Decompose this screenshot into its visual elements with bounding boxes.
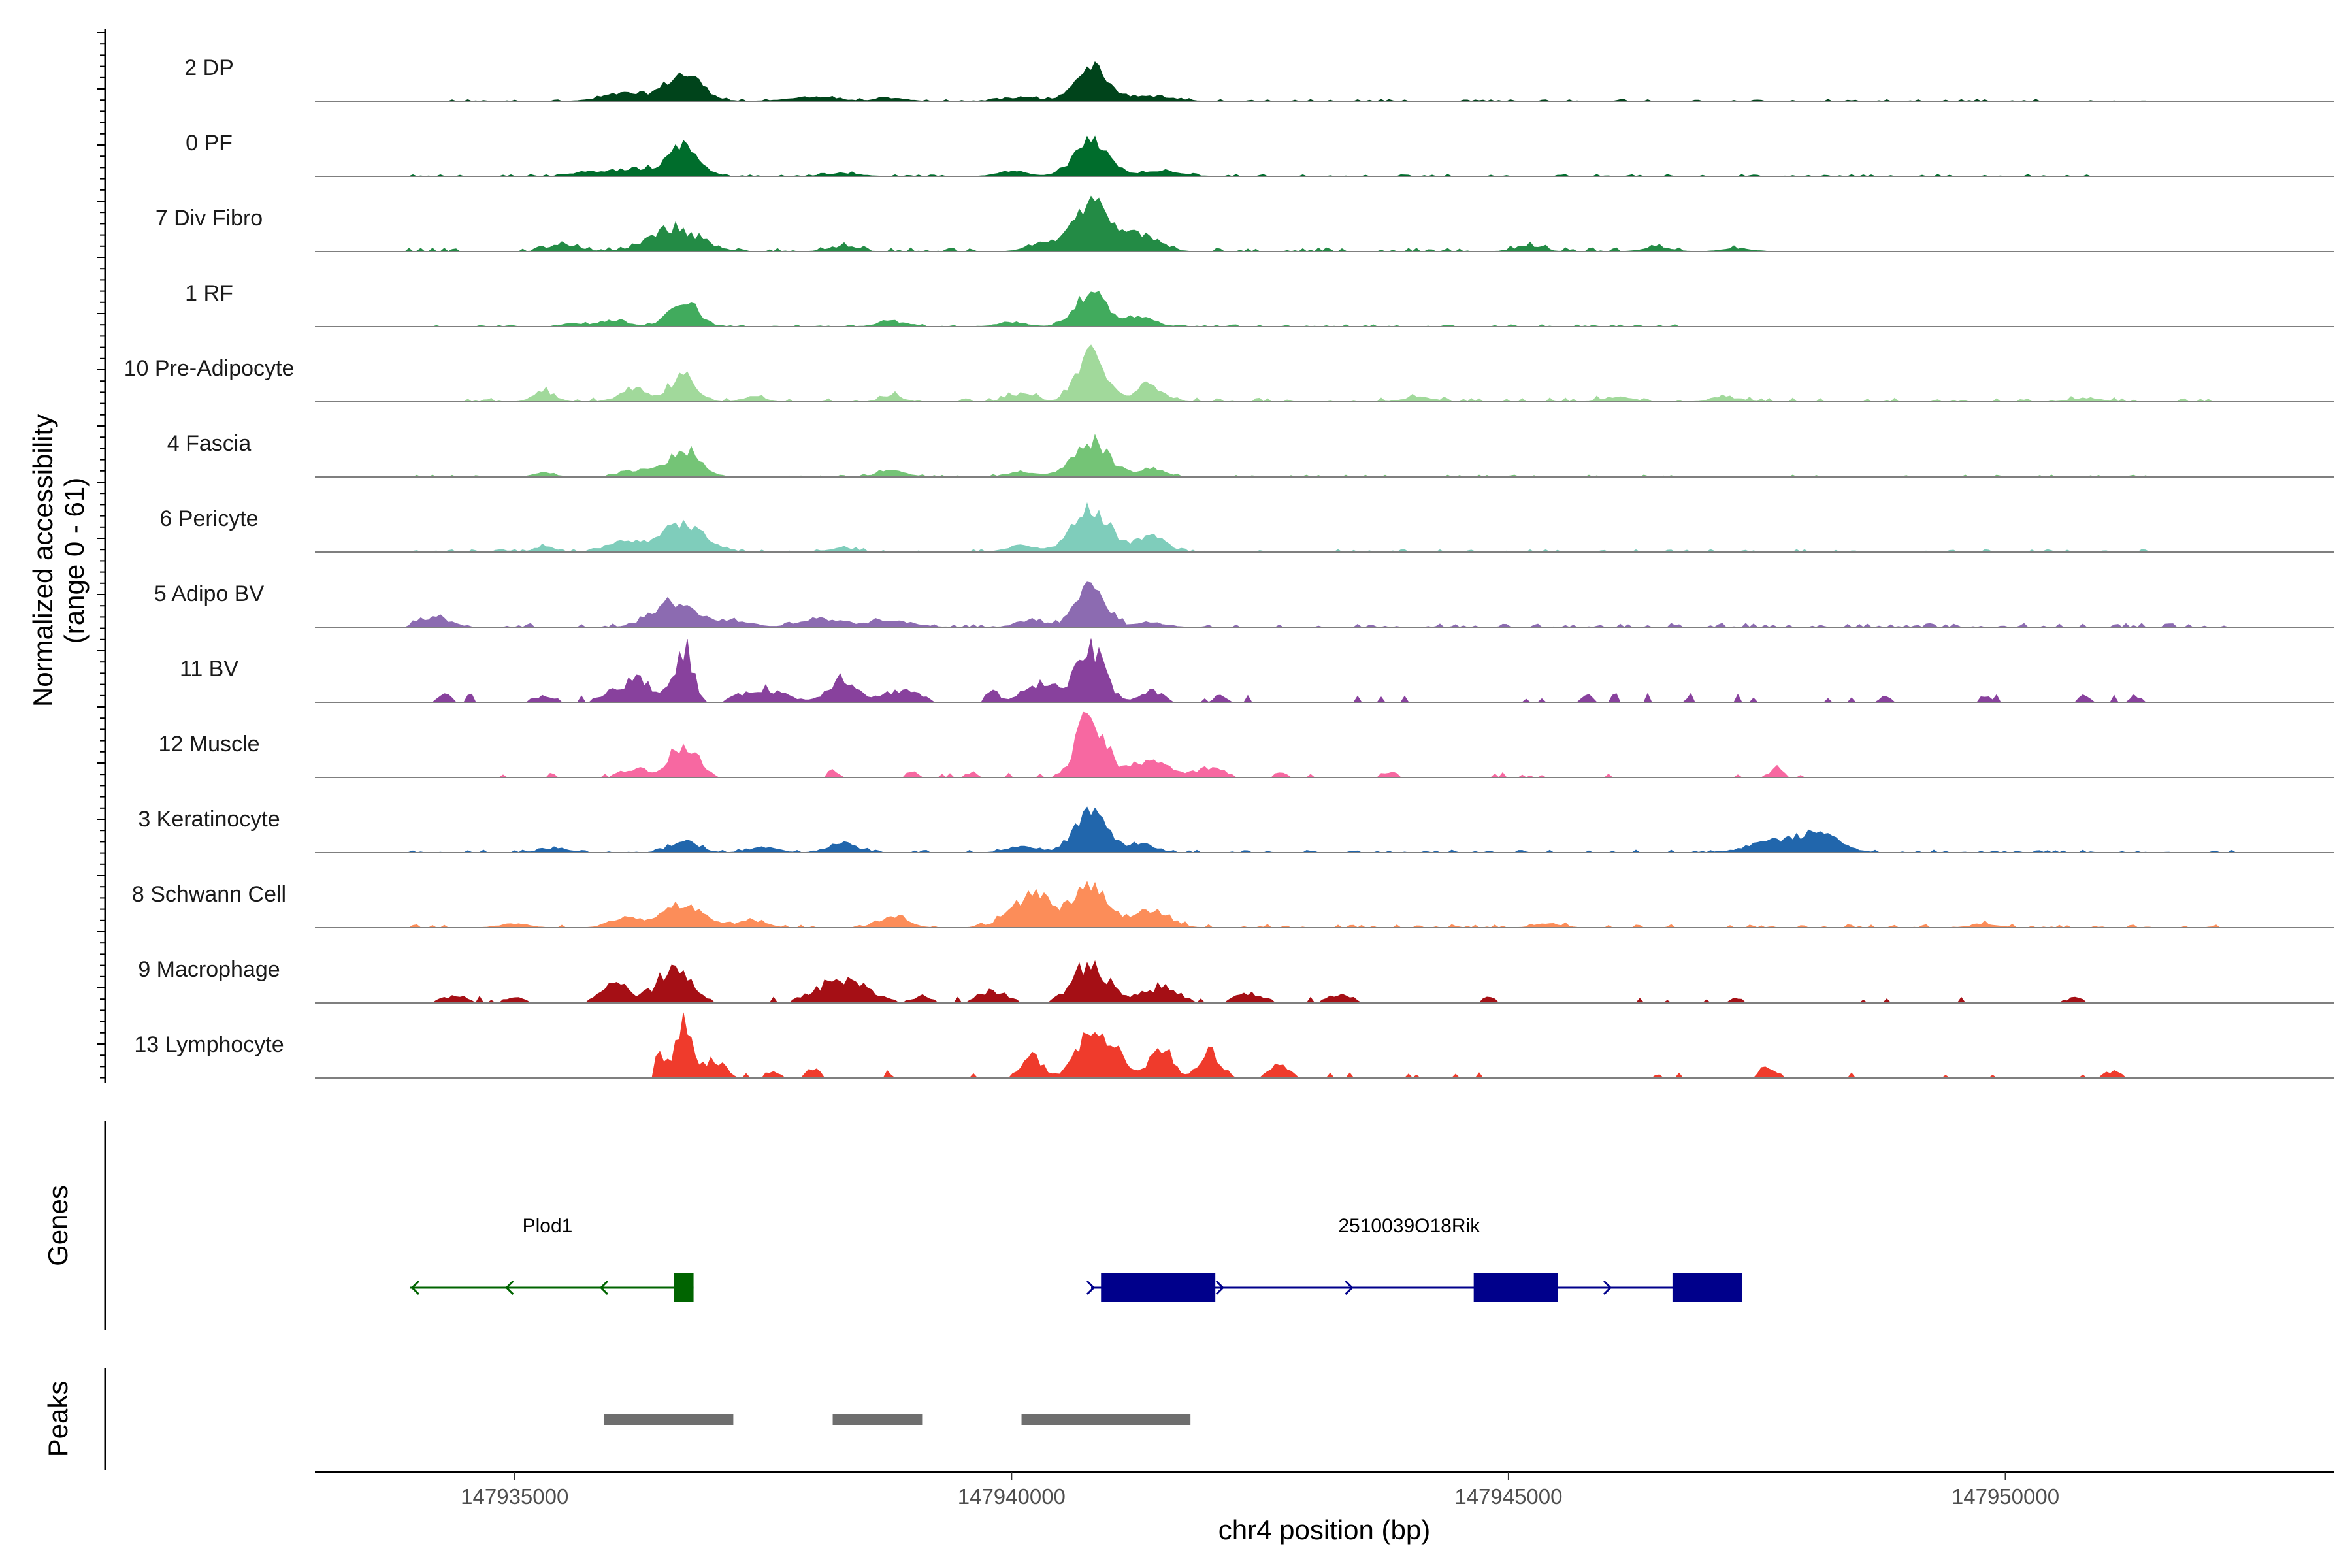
track-label: 5 Adipo BV: [154, 581, 265, 606]
gene-2510039o18rik: 2510039O18Rik: [1086, 1215, 1742, 1302]
track-0-pf: 0 PF: [186, 131, 2334, 177]
gene-label: 2510039O18Rik: [1338, 1215, 1480, 1237]
y-axis-range-label: (range 0 - 61): [59, 478, 90, 644]
coverage-area: [315, 711, 2334, 778]
coverage-area: [315, 881, 2334, 928]
track-5-adipo-bv: 5 Adipo BV: [154, 581, 2334, 628]
track-9-macrophage: 9 Macrophage: [138, 957, 2334, 1004]
coverage-area: [315, 806, 2334, 853]
track-label: 4 Fascia: [167, 431, 252, 456]
gene-plod1: Plod1: [410, 1215, 694, 1302]
track-label: 7 Div Fibro: [155, 206, 263, 231]
coverage-area: [315, 291, 2334, 327]
y-axis-title-group: Normalized accessibility (range 0 - 61): [27, 414, 90, 707]
peak-bar: [604, 1414, 734, 1425]
x-tick-label: 147950000: [1952, 1484, 2059, 1509]
strand-arrow: [1603, 1280, 1612, 1296]
coverage-area: [315, 195, 2334, 252]
track-6-pericyte: 6 Pericyte: [159, 502, 2334, 553]
strand-arrow: [1086, 1280, 1096, 1296]
track-label: 6 Pericyte: [159, 506, 258, 531]
y-axis-ticks: [97, 32, 105, 1079]
track-10-pre-adipocyte: 10 Pre-Adipocyte: [124, 344, 2334, 402]
strand-arrow: [1215, 1280, 1224, 1296]
track-label: 1 RF: [185, 281, 233, 306]
track-2-dp: 2 DP: [184, 56, 2334, 102]
strand-arrow: [505, 1280, 514, 1296]
coverage-area: [315, 344, 2334, 402]
coverage-area: [315, 1012, 2334, 1079]
track-label: 10 Pre-Adipocyte: [124, 356, 295, 381]
track-label: 9 Macrophage: [138, 957, 280, 982]
x-tick-label: 147945000: [1454, 1484, 1562, 1509]
coverage-area: [315, 434, 2334, 478]
track-label: 13 Lymphocyte: [134, 1032, 284, 1057]
track-label: 2 DP: [184, 56, 234, 80]
gene-exon: [1672, 1273, 1742, 1302]
gene-label: Plod1: [523, 1215, 573, 1237]
track-13-lymphocyte: 13 Lymphocyte: [134, 1012, 2334, 1079]
peak-bar: [1021, 1414, 1191, 1425]
strand-arrow: [1345, 1280, 1354, 1296]
peak-bar: [832, 1414, 923, 1425]
x-axis-title: chr4 position (bp): [1218, 1514, 1431, 1545]
gene-annotations: Plod1 2510039O18Rik: [410, 1215, 1742, 1302]
x-tick-label: 147935000: [461, 1484, 568, 1509]
x-tick-label: 147940000: [958, 1484, 1066, 1509]
x-axis-ticks: 147935000 147940000 147945000 147950000: [461, 1472, 2059, 1509]
track-3-keratinocyte: 3 Keratinocyte: [138, 806, 2334, 853]
track-7-div-fibro: 7 Div Fibro: [155, 195, 2334, 252]
track-label: 3 Keratinocyte: [138, 807, 280, 832]
strand-arrow: [599, 1280, 609, 1296]
track-12-muscle: 12 Muscle: [159, 711, 2334, 778]
track-8-schwann-cell: 8 Schwann Cell: [132, 881, 2334, 928]
track-4-fascia: 4 Fascia: [167, 431, 2334, 478]
track-label: 11 BV: [180, 657, 238, 681]
track-label: 12 Muscle: [159, 732, 260, 757]
coverage-area: [315, 502, 2334, 553]
coverage-area: [315, 61, 2334, 102]
y-axis-title: Normalized accessibility: [27, 414, 58, 707]
genes-panel-title: Genes: [42, 1185, 73, 1266]
strand-arrow: [410, 1280, 419, 1296]
coverage-area: [315, 638, 2334, 703]
gene-exon: [674, 1273, 694, 1302]
peaks-panel-title: Peaks: [42, 1381, 73, 1458]
gene-exon: [1101, 1273, 1216, 1302]
gene-exon: [1473, 1273, 1558, 1302]
track-1-rf: 1 RF: [185, 281, 2334, 327]
track-11-bv: 11 BV: [180, 638, 2334, 703]
track-label: 0 PF: [186, 131, 233, 155]
coverage-area: [315, 581, 2334, 628]
track-label: 8 Schwann Cell: [132, 882, 286, 907]
coverage-area: [315, 135, 2334, 177]
accessibility-tracks: 2 DP 0 PF 7 Div Fibro 1 RF 10 Pre-Adipocyte 4…: [124, 56, 2334, 1079]
peak-regions: [604, 1414, 1191, 1425]
coverage-area: [315, 960, 2334, 1004]
